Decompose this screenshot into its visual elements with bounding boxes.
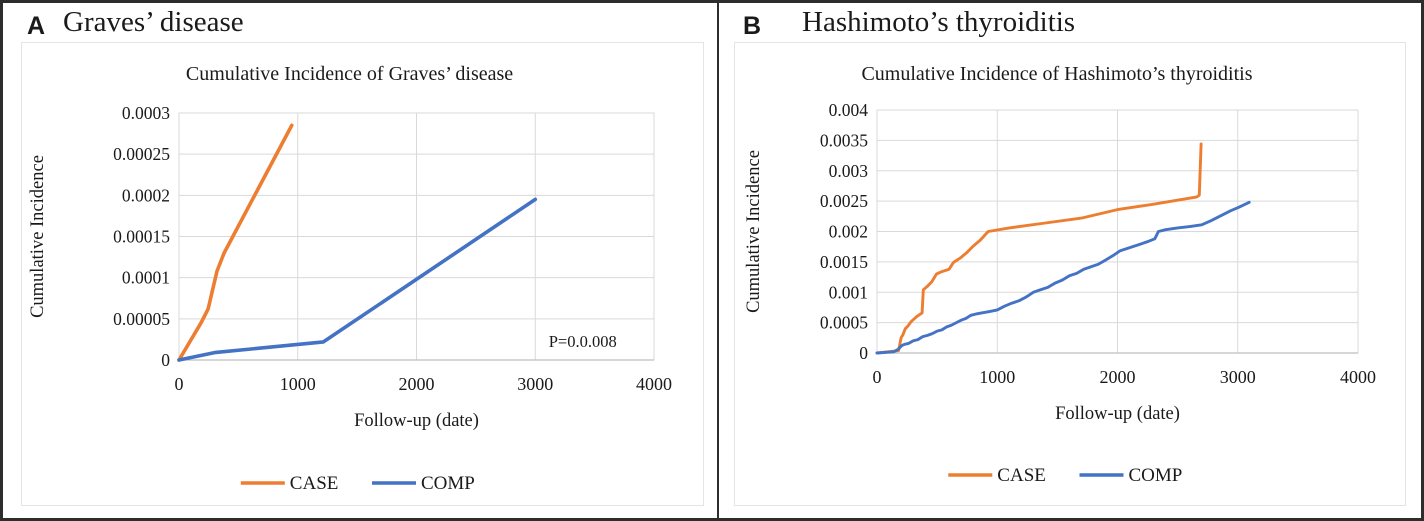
- y-tick-label: 0.0001: [122, 268, 170, 288]
- y-tick-label: 0.0035: [820, 130, 868, 150]
- y-tick-label: 0.00015: [113, 227, 170, 247]
- legend-label-case: CASE: [997, 465, 1046, 486]
- y-tick-label: 0.004: [829, 100, 869, 120]
- y-tick-label: 0: [859, 343, 868, 363]
- chart-title: Cumulative Incidence of Hashimoto’s thyr…: [861, 63, 1252, 85]
- x-tick-label: 2000: [399, 374, 435, 394]
- panel-divider: [717, 3, 719, 518]
- x-tick-label: 3000: [1220, 367, 1256, 387]
- y-tick-label: 0: [161, 350, 170, 370]
- series-comp-line: [177, 197, 538, 362]
- y-tick-label: 0.002: [829, 222, 868, 242]
- panel-b-title: Hashimoto’s thyroiditis: [802, 6, 1076, 38]
- x-tick-label: 1000: [280, 374, 316, 394]
- y-axis-title: Cumulative Incidence: [744, 150, 764, 313]
- y-axis-title: Cumulative Incidence: [28, 155, 48, 318]
- x-tick-label: 1000: [979, 367, 1015, 387]
- y-tick-label: 0.003: [829, 161, 869, 181]
- x-tick-label: 2000: [1100, 367, 1136, 387]
- series-comp-line: [875, 200, 1251, 355]
- legend-label-comp: COMP: [421, 473, 475, 494]
- legend-label-comp: COMP: [1129, 465, 1183, 486]
- series-case-line: [177, 123, 294, 362]
- x-axis-title: Follow-up (date): [354, 411, 479, 431]
- x-tick-label: 4000: [1340, 367, 1376, 387]
- x-tick-label: 0: [175, 374, 184, 394]
- chart-card-graves: Cumulative Incidence of Graves’ disease 0…: [21, 42, 704, 506]
- p-value-annotation: P=0.0.008: [549, 332, 617, 351]
- y-tick-label: 0.0003: [122, 103, 170, 123]
- hashimoto-cumulative-incidence-chart: Cumulative Incidence of Hashimoto’s thyr…: [744, 63, 1376, 486]
- x-tick-label: 3000: [517, 374, 553, 394]
- y-tick-label: 0.0025: [820, 191, 868, 211]
- x-tick-label: 0: [873, 367, 882, 387]
- chart-card-hashimoto: Cumulative Incidence of Hashimoto’s thyr…: [734, 42, 1406, 506]
- chart-title: Cumulative Incidence of Graves’ disease: [186, 63, 513, 85]
- y-tick-label: 0.00025: [113, 144, 170, 164]
- series-case-line: [875, 142, 1203, 355]
- y-tick-label: 0.001: [829, 282, 868, 302]
- panel-b-letter: B: [743, 12, 762, 40]
- y-tick-label: 0.0005: [820, 313, 868, 333]
- y-tick-label: 0.00005: [113, 309, 170, 329]
- y-tick-label: 0.0002: [122, 185, 170, 205]
- x-tick-label: 4000: [636, 374, 672, 394]
- legend-label-case: CASE: [290, 473, 339, 494]
- x-axis-title: Follow-up (date): [1055, 404, 1180, 424]
- panel-a-title: Graves’ disease: [63, 6, 244, 38]
- panel-a-letter: A: [27, 12, 46, 40]
- graves-cumulative-incidence-chart: Cumulative Incidence of Graves’ disease 0…: [28, 63, 672, 494]
- y-tick-label: 0.0015: [820, 252, 868, 272]
